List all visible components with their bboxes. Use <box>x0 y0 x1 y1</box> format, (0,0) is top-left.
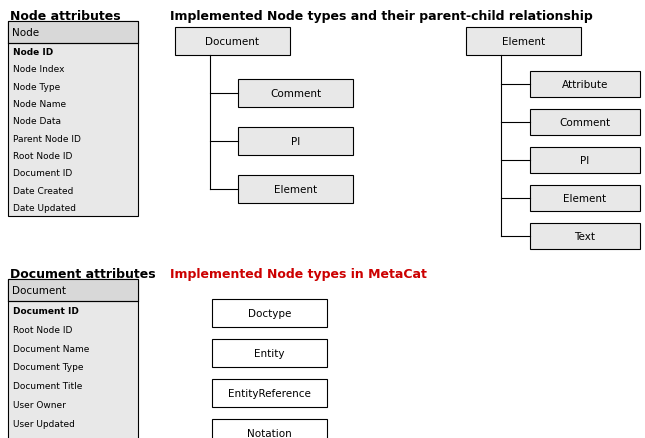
Text: Implemented Node types and their parent-child relationship: Implemented Node types and their parent-… <box>170 10 593 23</box>
Text: EntityReference: EntityReference <box>228 388 311 398</box>
Bar <box>212 339 327 367</box>
Text: Comment: Comment <box>559 118 611 128</box>
Text: PI: PI <box>291 137 300 147</box>
Bar <box>212 419 327 438</box>
Text: Document ID: Document ID <box>13 169 72 178</box>
Bar <box>530 110 640 136</box>
Text: Date Created: Date Created <box>13 186 74 195</box>
Bar <box>8 22 138 216</box>
Bar <box>8 22 138 44</box>
Bar <box>212 379 327 407</box>
Bar <box>530 186 640 212</box>
Bar <box>238 176 353 204</box>
Text: Node ID: Node ID <box>13 48 54 57</box>
Text: Comment: Comment <box>270 89 321 99</box>
Bar <box>175 28 290 56</box>
Text: Notation: Notation <box>247 428 292 438</box>
Text: Element: Element <box>274 184 317 194</box>
Text: Node Data: Node Data <box>13 117 61 126</box>
Text: Text: Text <box>575 231 595 241</box>
Text: Document Type: Document Type <box>13 363 83 371</box>
Text: Document: Document <box>12 285 66 295</box>
Text: Element: Element <box>502 37 545 47</box>
Bar <box>530 223 640 249</box>
Bar <box>238 80 353 108</box>
Text: Date Updated: Date Updated <box>13 203 76 212</box>
Text: Node Index: Node Index <box>13 65 64 74</box>
Text: PI: PI <box>580 155 590 166</box>
Text: Root Node ID: Root Node ID <box>13 152 72 161</box>
Bar <box>238 128 353 155</box>
Text: Node Name: Node Name <box>13 100 66 109</box>
Text: Document attributes: Document attributes <box>10 267 155 280</box>
Bar <box>466 28 581 56</box>
Bar <box>530 148 640 173</box>
Text: Node: Node <box>12 28 39 38</box>
Text: Doctype: Doctype <box>248 308 291 318</box>
Text: Node attributes: Node attributes <box>10 10 121 23</box>
Bar <box>8 279 138 301</box>
Text: Document: Document <box>206 37 259 47</box>
Bar <box>8 279 138 438</box>
Text: Entity: Entity <box>254 348 284 358</box>
Bar <box>530 72 640 98</box>
Text: User Updated: User Updated <box>13 419 75 428</box>
Text: Implemented Node types in MetaCat: Implemented Node types in MetaCat <box>170 267 427 280</box>
Text: Node Type: Node Type <box>13 82 60 92</box>
Bar <box>212 299 327 327</box>
Text: Attribute: Attribute <box>562 80 608 90</box>
Text: Document Name: Document Name <box>13 344 90 353</box>
Text: Parent Node ID: Parent Node ID <box>13 134 81 143</box>
Text: Document ID: Document ID <box>13 306 79 315</box>
Text: User Owner: User Owner <box>13 400 66 409</box>
Text: Root Node ID: Root Node ID <box>13 325 72 334</box>
Text: Document Title: Document Title <box>13 381 83 390</box>
Text: Element: Element <box>564 194 606 204</box>
